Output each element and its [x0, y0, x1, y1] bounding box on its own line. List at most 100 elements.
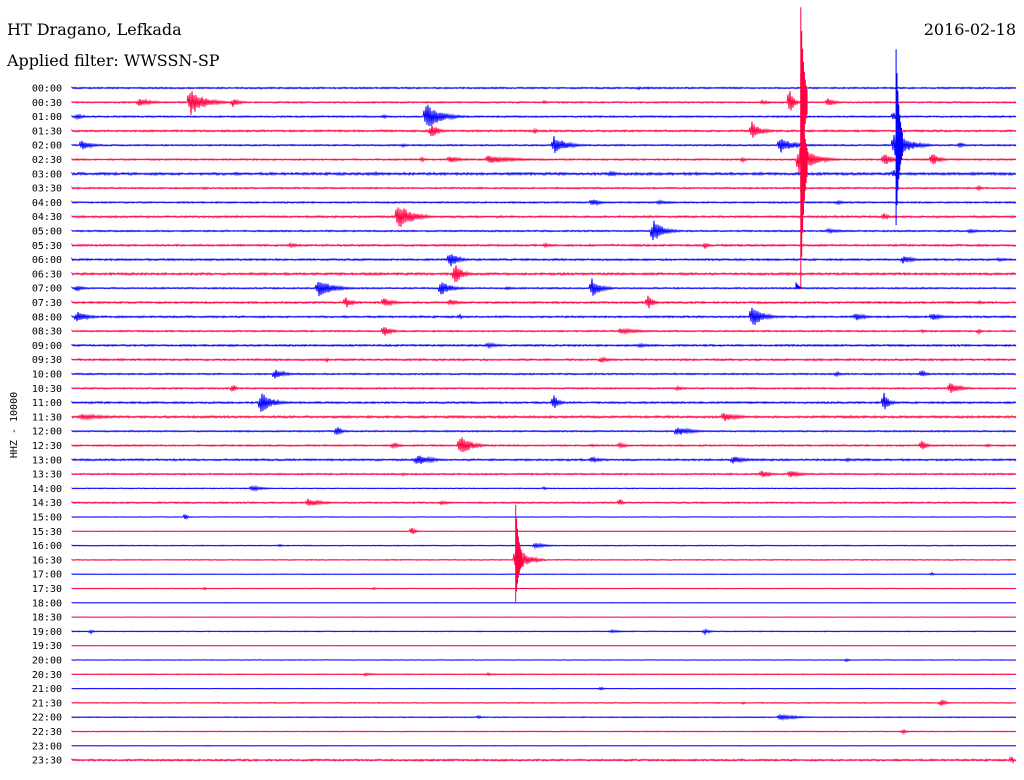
trace-0300: [71, 170, 1017, 177]
tick-label: 20:30: [32, 670, 62, 681]
trace-1530: [71, 527, 1017, 535]
tick-label: 13:00: [32, 455, 62, 466]
tick-label: 02:00: [32, 141, 62, 152]
tick-label: 15:00: [32, 513, 62, 524]
trace-0000: [71, 86, 1017, 91]
tick-label: 18:00: [32, 598, 62, 609]
trace-2200: [71, 713, 1017, 722]
trace-1030: [71, 383, 1017, 393]
tick-label: 23:30: [32, 756, 62, 767]
tick-label: 04:00: [32, 198, 62, 209]
y-axis-label: HHZ - 10000: [9, 392, 20, 458]
tick-label: 02:30: [32, 155, 62, 166]
trace-2100: [71, 686, 1017, 691]
filter-label: Applied filter: WWSSN-SP: [6, 51, 220, 70]
tick-label: 17:30: [32, 584, 62, 595]
trace-0730: [71, 295, 1017, 309]
trace-0930: [71, 356, 1017, 364]
trace-0600: [71, 254, 1017, 267]
trace-0530: [71, 241, 1017, 249]
trace-1100: [71, 392, 1017, 412]
trace-1300: [71, 455, 1017, 465]
tick-label: 17:00: [32, 570, 62, 581]
trace-1730: [71, 586, 1017, 591]
tick-label: 09:00: [32, 341, 62, 352]
tick-label: 10:00: [32, 370, 62, 381]
tick-label: 06:30: [32, 269, 62, 280]
trace-2130: [71, 699, 1017, 706]
tick-labels: 00:00 00:30 01:00 01:30 02:00 02:30 03:00 03:30…: [32, 84, 62, 767]
trace-1630: [71, 546, 1017, 571]
tick-label: 05:30: [32, 241, 62, 252]
tick-label: 16:30: [32, 555, 62, 566]
tick-label: 03:30: [32, 184, 62, 195]
large-event-spike: [515, 504, 523, 602]
tick-label: 09:30: [32, 355, 62, 366]
station-title: HT Dragano, Lefkada: [7, 20, 182, 39]
trace-0130: [71, 121, 1017, 138]
trace-2230: [71, 728, 1017, 735]
trace-1700: [71, 571, 1017, 576]
trace-0230: [71, 147, 1017, 173]
tick-label: 01:00: [32, 112, 62, 123]
trace-0400: [71, 199, 1017, 207]
trace-1900: [71, 627, 1017, 636]
tick-label: 07:00: [32, 284, 62, 295]
date-label: 2016-02-18: [924, 20, 1016, 39]
tick-label: 19:00: [32, 627, 62, 638]
tick-label: 13:30: [32, 470, 62, 481]
trace-2330: [71, 756, 1017, 765]
trace-0500: [71, 220, 1017, 241]
tick-label: 11:30: [32, 412, 62, 423]
trace-1430: [71, 498, 1017, 506]
large-event-spike: [895, 49, 903, 226]
tick-label: 23:00: [32, 741, 62, 752]
tick-label: 11:00: [32, 398, 62, 409]
trace-1230: [71, 437, 1017, 453]
tick-label: 19:30: [32, 641, 62, 652]
trace-0200: [71, 134, 1017, 156]
tick-label: 04:30: [32, 212, 62, 223]
trace-1500: [71, 513, 1017, 521]
tick-label: 12:00: [32, 427, 62, 438]
tick-label: 01:30: [32, 126, 62, 137]
trace-1330: [71, 470, 1017, 478]
tick-label: 05:00: [32, 227, 62, 238]
tick-label: 03:00: [32, 169, 62, 180]
tick-label: 00:00: [32, 84, 62, 95]
tick-label: 00:30: [32, 98, 62, 109]
tick-label: 21:00: [32, 684, 62, 695]
tick-label: 18:30: [32, 613, 62, 624]
trace-0330: [71, 184, 1017, 192]
trace-0900: [71, 341, 1017, 350]
tick-label: 07:30: [32, 298, 62, 309]
tick-label: 06:00: [32, 255, 62, 266]
trace-1400: [71, 484, 1017, 492]
tick-label: 12:30: [32, 441, 62, 452]
tick-label: 08:00: [32, 312, 62, 323]
trace-0830: [71, 327, 1017, 336]
tick-label: 21:30: [32, 698, 62, 709]
trace-1130: [71, 412, 1017, 422]
trace-2000: [71, 657, 1017, 663]
trace-0630: [71, 265, 1017, 283]
trace-0430: [71, 207, 1017, 227]
trace-0100: [71, 104, 1017, 127]
large-event-spike: [795, 282, 803, 289]
tick-label: 10:30: [32, 384, 62, 395]
trace-1000: [71, 369, 1017, 379]
trace-0700: [71, 278, 1017, 297]
tick-label: 14:30: [32, 498, 62, 509]
traces: [71, 7, 1017, 765]
trace-0800: [71, 307, 1017, 325]
tick-label: 14:00: [32, 484, 62, 495]
tick-label: 15:30: [32, 527, 62, 538]
large-event-spike: [800, 73, 808, 290]
tick-label: 16:00: [32, 541, 62, 552]
tick-label: 22:00: [32, 713, 62, 724]
tick-label: 22:30: [32, 727, 62, 738]
trace-0030: [71, 90, 1017, 115]
tick-label: 20:00: [32, 656, 62, 667]
trace-1200: [71, 427, 1017, 436]
